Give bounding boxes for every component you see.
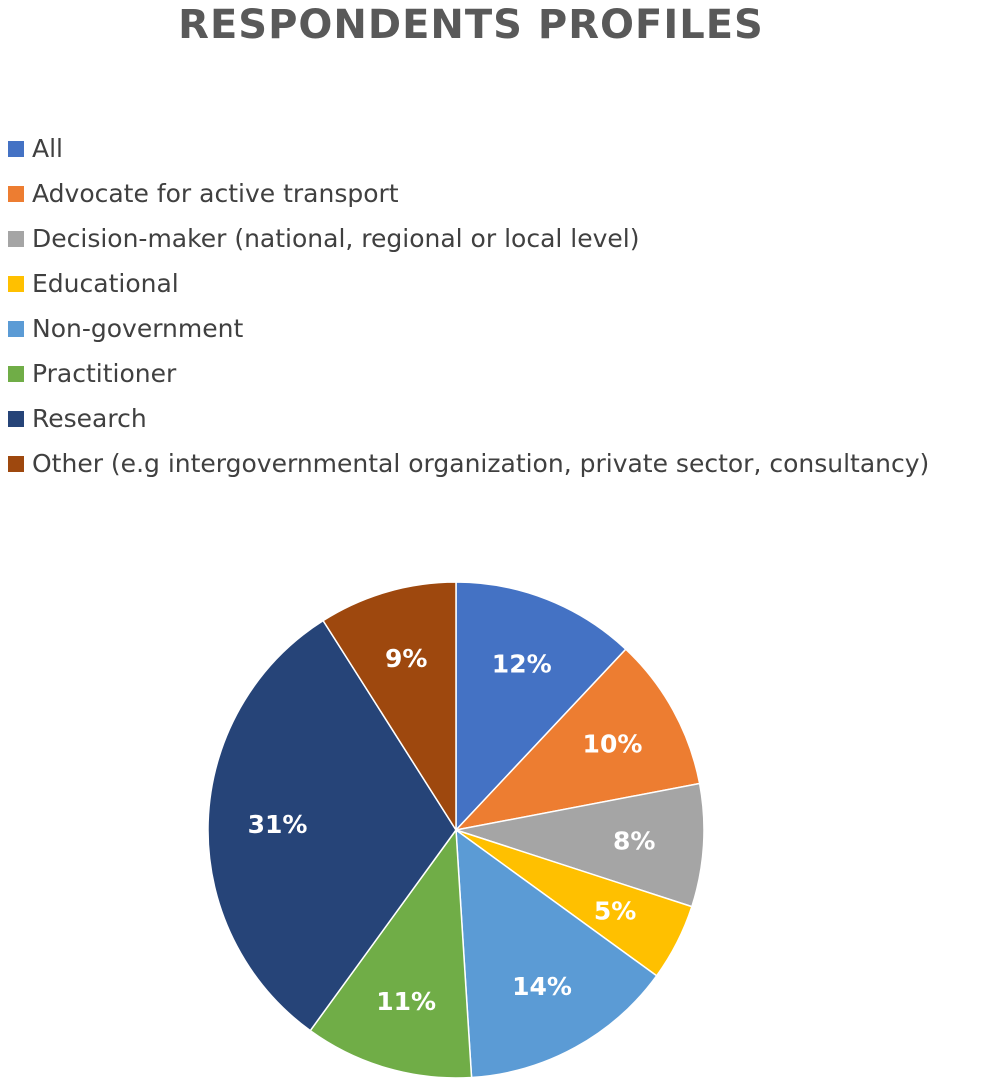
data-label: 14%	[512, 972, 572, 1001]
pie-slice	[455, 782, 705, 908]
data-label: 12%	[492, 649, 552, 678]
legend-label: Non-government	[32, 314, 244, 343]
data-label: 8%	[613, 827, 655, 856]
legend-label: All	[32, 134, 63, 163]
legend-item: Other (e.g intergovernmental organizatio…	[8, 441, 929, 486]
legend-swatch	[8, 140, 24, 157]
legend-swatch	[8, 230, 24, 247]
pie-slice	[309, 827, 473, 1079]
legend-swatch	[8, 320, 24, 337]
chart-title: RESPONDENTS PROFILES	[178, 2, 764, 48]
legend-item: Non-government	[8, 306, 929, 351]
pie-slice	[455, 581, 627, 832]
pie-slice	[207, 619, 457, 1032]
legend-swatch	[8, 275, 24, 292]
legend-label: Decision-maker (national, regional or lo…	[32, 224, 640, 253]
legend-swatch	[8, 455, 24, 472]
chart-legend: All Advocate for active transport Decision…	[8, 126, 929, 486]
legend-label: Research	[32, 404, 147, 433]
legend-item: Practitioner	[8, 351, 929, 396]
legend-item: Advocate for active transport	[8, 171, 929, 216]
data-label: 31%	[248, 810, 308, 839]
legend-swatch	[8, 365, 24, 382]
pie-chart: 12% 10% 8% 5% 14% 11% 31% 9%	[207, 581, 705, 1079]
legend-label: Advocate for active transport	[32, 179, 399, 208]
data-label: 10%	[583, 729, 643, 758]
legend-item: Research	[8, 396, 929, 441]
data-label: 11%	[376, 987, 436, 1016]
pie-slice	[453, 648, 701, 832]
legend-swatch	[8, 185, 24, 202]
pie-slice	[322, 581, 457, 833]
legend-item: Educational	[8, 261, 929, 306]
legend-label: Practitioner	[32, 359, 177, 388]
legend-swatch	[8, 410, 24, 427]
legend-item: All	[8, 126, 929, 171]
pie-slice	[455, 828, 658, 1079]
legend-label: Educational	[32, 269, 179, 298]
data-label: 9%	[385, 644, 427, 673]
legend-item: Decision-maker (national, regional or lo…	[8, 216, 929, 261]
data-label: 5%	[594, 897, 636, 926]
legend-label: Other (e.g intergovernmental organizatio…	[32, 449, 930, 478]
